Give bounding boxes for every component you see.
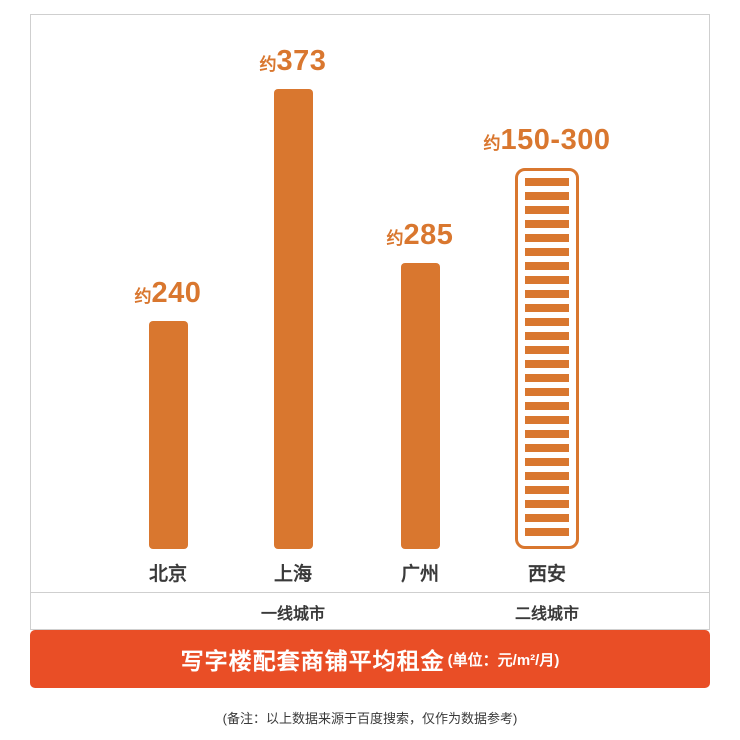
chart-frame: 约240 约373 约285 约150-300 北京 上海 广州 — [30, 14, 710, 630]
value-label-beijing: 约240 — [135, 279, 202, 308]
bar-guangzhou — [400, 263, 440, 549]
approx-prefix: 约 — [386, 229, 404, 248]
bar-group-beijing: 约240 — [108, 279, 228, 549]
plot-area: 约240 约373 约285 约150-300 — [31, 15, 709, 549]
title-banner: 写字楼配套商铺平均租金 (单位：元/m²/月) — [30, 630, 710, 688]
bar-group-shanghai: 约373 — [233, 47, 353, 549]
approx-prefix: 约 — [134, 287, 152, 306]
bar-xian-stripes — [525, 178, 569, 539]
approx-prefix: 约 — [483, 134, 501, 153]
value-number: 373 — [276, 45, 327, 77]
bar-shanghai — [273, 89, 313, 549]
approx-prefix: 约 — [259, 55, 277, 74]
bar-beijing — [148, 321, 188, 549]
value-label-xian: 约150-300 — [484, 126, 611, 155]
footnote: (备注：以上数据来源于百度搜索，仅作为数据参考) — [222, 711, 518, 726]
value-label-shanghai: 约373 — [260, 47, 327, 76]
value-number: 285 — [403, 219, 454, 251]
tier-group-row: 一线城市 二线城市 — [31, 592, 709, 630]
group-label-tier1: 一线城市 — [260, 605, 325, 623]
city-label-guangzhou: 广州 — [400, 564, 439, 585]
value-label-guangzhou: 约285 — [387, 221, 454, 250]
bar-group-guangzhou: 约285 — [360, 221, 480, 549]
city-label-beijing: 北京 — [148, 564, 187, 585]
city-label-shanghai: 上海 — [273, 564, 312, 585]
city-label-row: 北京 上海 广州 西安 — [31, 549, 709, 592]
value-number: 150-300 — [500, 124, 611, 156]
value-number: 240 — [151, 277, 202, 309]
group-label-tier2: 二线城市 — [514, 605, 579, 623]
chart-title: 写字楼配套商铺平均租金 — [180, 648, 445, 674]
bar-xian — [515, 168, 579, 549]
bar-group-xian: 约150-300 — [484, 126, 610, 549]
unit-label: (单位：元/m²/月) — [447, 651, 560, 669]
city-label-xian: 西安 — [527, 564, 566, 585]
